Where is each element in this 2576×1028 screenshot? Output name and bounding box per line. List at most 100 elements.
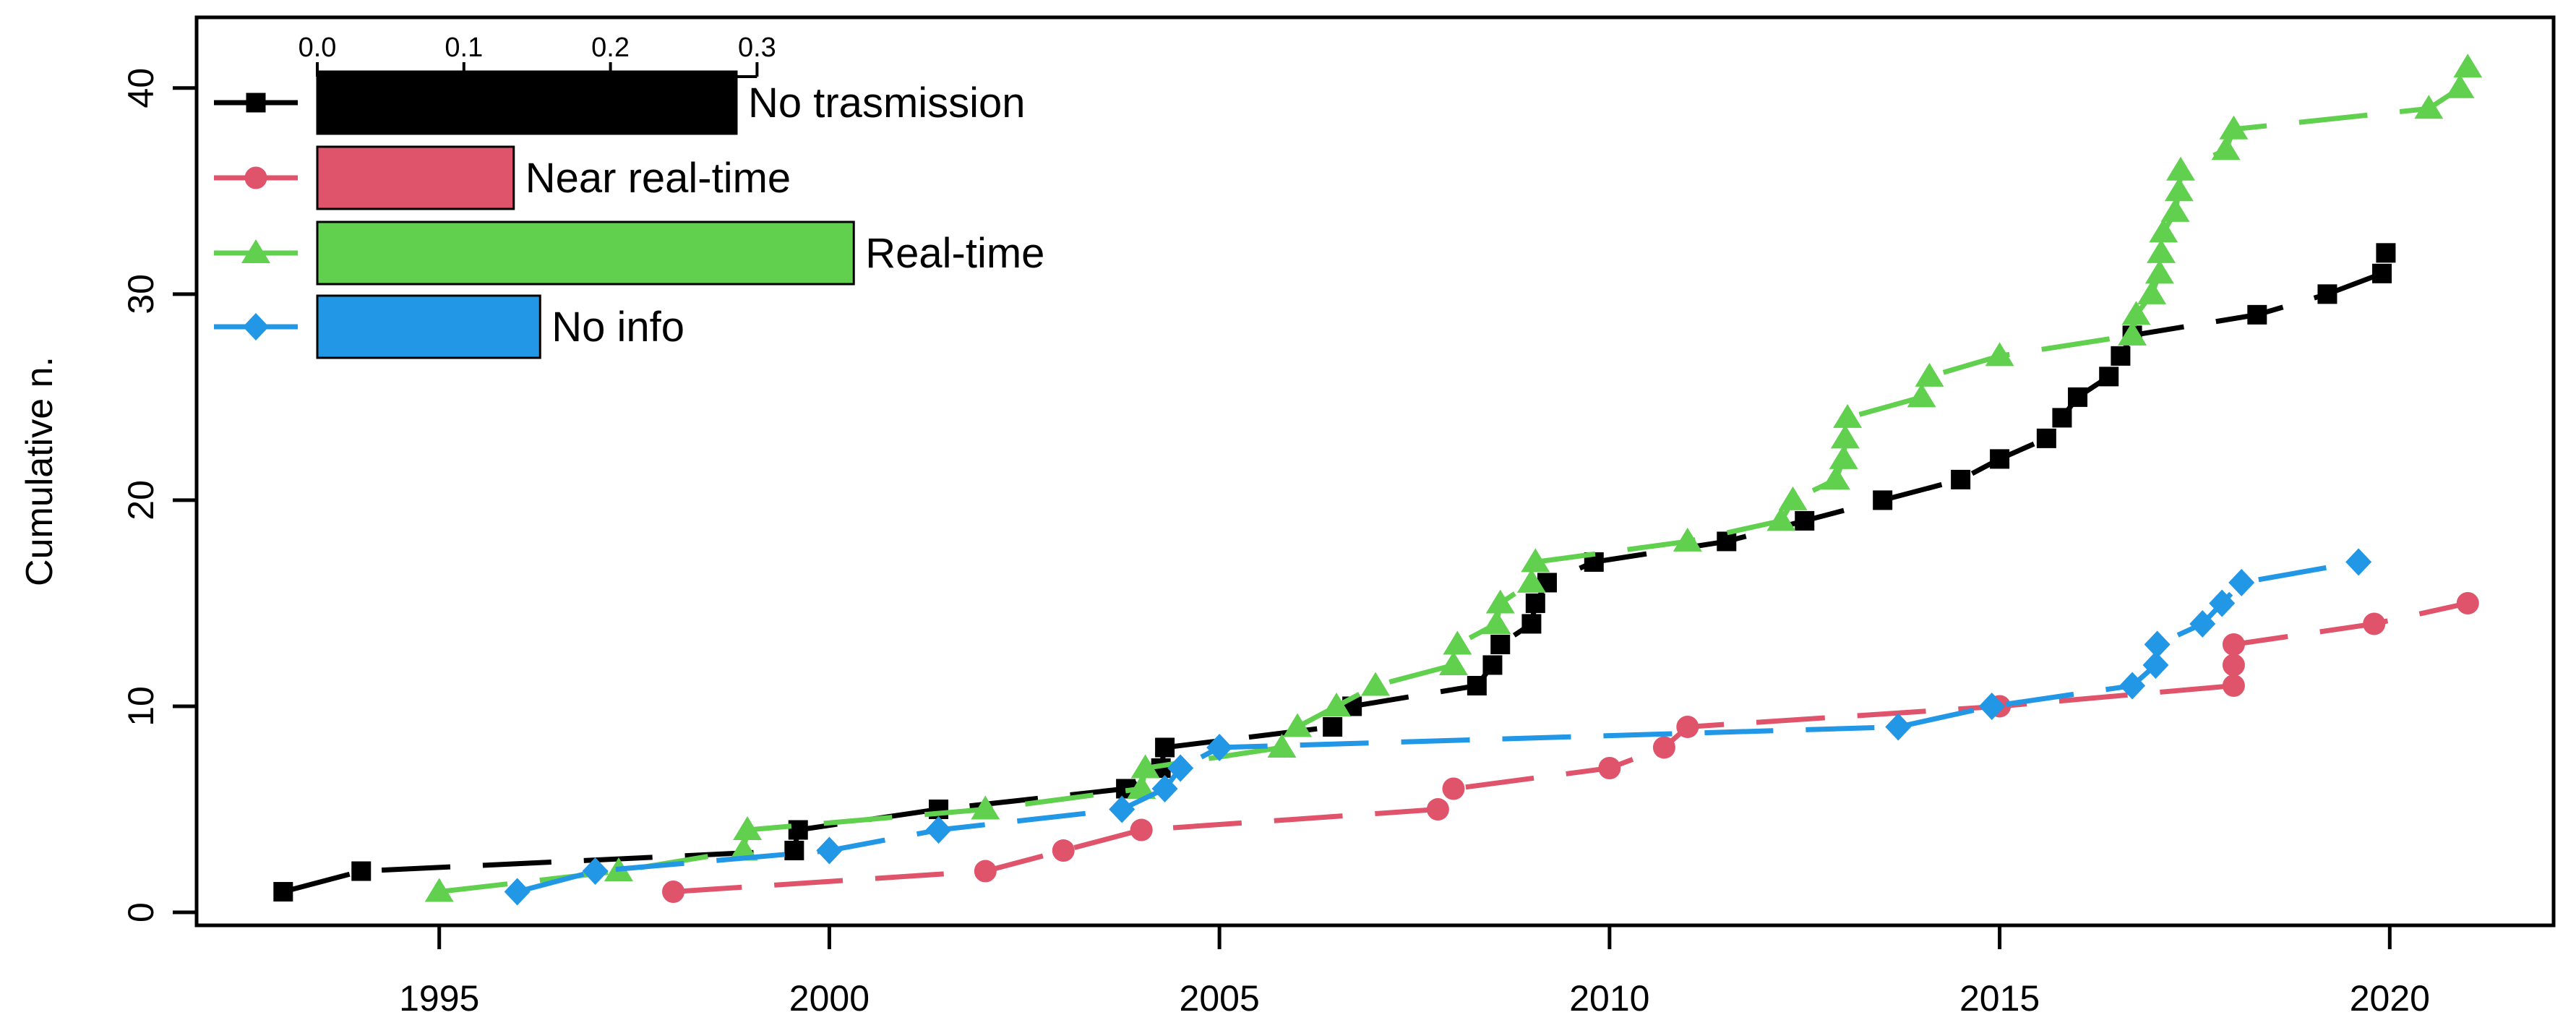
- data-point-triangle: [2160, 197, 2190, 222]
- legend-item-no_transmission: No trasmission: [214, 70, 1026, 135]
- data-point-circle: [2456, 591, 2479, 614]
- data-point-triangle: [2445, 74, 2475, 98]
- series-layer: [273, 53, 2483, 906]
- legend-proportion-bar-real_time: [316, 220, 855, 286]
- data-point-diamond: [1206, 733, 1233, 761]
- data-point-diamond: [582, 857, 609, 886]
- data-point-diamond: [1167, 754, 1194, 782]
- data-point-triangle: [1267, 733, 1297, 758]
- legend-proportion-bar-near_real_time: [316, 145, 515, 210]
- data-point-triangle: [1915, 362, 1944, 387]
- data-point-triangle: [2453, 53, 2483, 78]
- data-point-triangle: [1766, 507, 1796, 531]
- data-point-square: [2372, 263, 2392, 283]
- legend-bar-axis-tick-label: 0.1: [445, 33, 483, 63]
- data-point-diamond: [2228, 568, 2255, 596]
- y-axis-title: Cumulative n.: [19, 356, 61, 586]
- y-tick-label: 40: [121, 68, 161, 108]
- data-point-triangle: [2166, 156, 2196, 181]
- data-point-triangle: [1127, 775, 1156, 800]
- data-point-triangle: [733, 816, 763, 841]
- data-point-square: [1482, 655, 1503, 675]
- data-point-triangle: [971, 795, 1000, 820]
- data-point-triangle: [1485, 589, 1515, 614]
- data-point-circle: [1130, 818, 1153, 841]
- series-no_transmission: [273, 243, 2396, 902]
- data-point-square: [1990, 449, 2010, 469]
- data-point-square: [1525, 593, 1545, 613]
- data-point-diamond: [1885, 713, 1912, 741]
- data-point-triangle: [424, 878, 454, 902]
- data-point-square: [1717, 531, 1737, 552]
- data-point-triangle: [2219, 115, 2249, 140]
- data-point-circle: [1442, 777, 1465, 800]
- series-line-near_real_time: [673, 601, 2469, 895]
- data-point-square: [1873, 490, 1893, 510]
- plot-frame-layer: [194, 15, 2556, 928]
- data-point-circle: [662, 881, 685, 904]
- legend-item-near_real_time: Near real-time: [214, 145, 791, 210]
- data-point-diamond: [1151, 775, 1178, 803]
- data-point-triangle: [2149, 218, 2178, 243]
- data-point-diamond: [1109, 795, 1135, 823]
- legend-proportion-bar-no_info: [316, 294, 541, 359]
- y-tick-label: 0: [121, 902, 161, 922]
- data-point-square: [2068, 387, 2088, 407]
- plot-frame: [194, 15, 2556, 928]
- data-point-circle: [2222, 633, 2245, 656]
- data-point-triangle: [2144, 260, 2174, 284]
- x-tick-label: 1995: [399, 978, 479, 1019]
- data-point-triangle: [2147, 239, 2176, 263]
- legend-circle-icon: [244, 166, 267, 189]
- data-point-square: [1467, 675, 1487, 695]
- data-point-triangle: [1821, 466, 1850, 490]
- data-point-circle: [1598, 756, 1621, 779]
- legend-proportion-bar-no_transmission: [316, 70, 738, 135]
- data-point-triangle: [1830, 424, 1860, 449]
- x-tick-label: 2010: [1569, 978, 1649, 1019]
- legend-item-real_time: Real-time: [214, 220, 1044, 286]
- legend-bar-axis-tick-label: 0.3: [738, 33, 776, 63]
- data-point-circle: [2222, 654, 2245, 677]
- data-point-triangle: [1283, 713, 1313, 737]
- data-point-diamond: [2345, 548, 2372, 576]
- data-point-triangle: [1521, 548, 1550, 573]
- legend: 0.0 0.1 0.2 0.3 No trasmission Near real-time…: [214, 33, 1044, 359]
- legend-label-near_real_time: Near real-time: [525, 155, 791, 202]
- data-point-triangle: [1361, 672, 1391, 696]
- data-point-square: [1951, 469, 1971, 489]
- data-point-diamond: [925, 816, 952, 844]
- x-tick-label: 2015: [1959, 978, 2040, 1019]
- data-point-triangle: [2137, 280, 2167, 304]
- data-point-triangle: [1482, 609, 1511, 634]
- data-point-circle: [1426, 798, 1449, 821]
- data-point-square: [2376, 243, 2396, 263]
- data-point-triangle: [1833, 403, 1863, 428]
- data-point-triangle: [1130, 754, 1160, 779]
- data-point-square: [1795, 510, 1815, 531]
- data-point-triangle: [1438, 651, 1468, 675]
- data-point-triangle: [2121, 301, 2151, 325]
- data-point-circle: [2222, 674, 2245, 697]
- data-point-triangle: [1829, 445, 1858, 469]
- data-point-square: [351, 861, 372, 881]
- data-point-triangle: [1322, 692, 1352, 716]
- data-point-triangle: [2211, 136, 2241, 160]
- y-tick-label: 30: [121, 274, 161, 314]
- data-point-diamond: [2144, 630, 2171, 659]
- data-point-square: [788, 820, 808, 840]
- data-point-triangle: [2414, 95, 2444, 119]
- legend-diamond-icon: [243, 313, 269, 340]
- data-point-circle: [974, 860, 997, 883]
- data-point-diamond: [816, 836, 843, 865]
- legend-bar-axis-tick-label: 0.2: [591, 33, 630, 63]
- data-point-square: [1155, 737, 1175, 758]
- data-point-circle: [1652, 736, 1675, 759]
- series-near_real_time: [662, 591, 2479, 904]
- data-point-triangle: [1673, 527, 1702, 552]
- legend-label-no_transmission: No trasmission: [748, 80, 1026, 127]
- data-point-square: [1490, 634, 1511, 654]
- data-point-square: [2036, 428, 2056, 448]
